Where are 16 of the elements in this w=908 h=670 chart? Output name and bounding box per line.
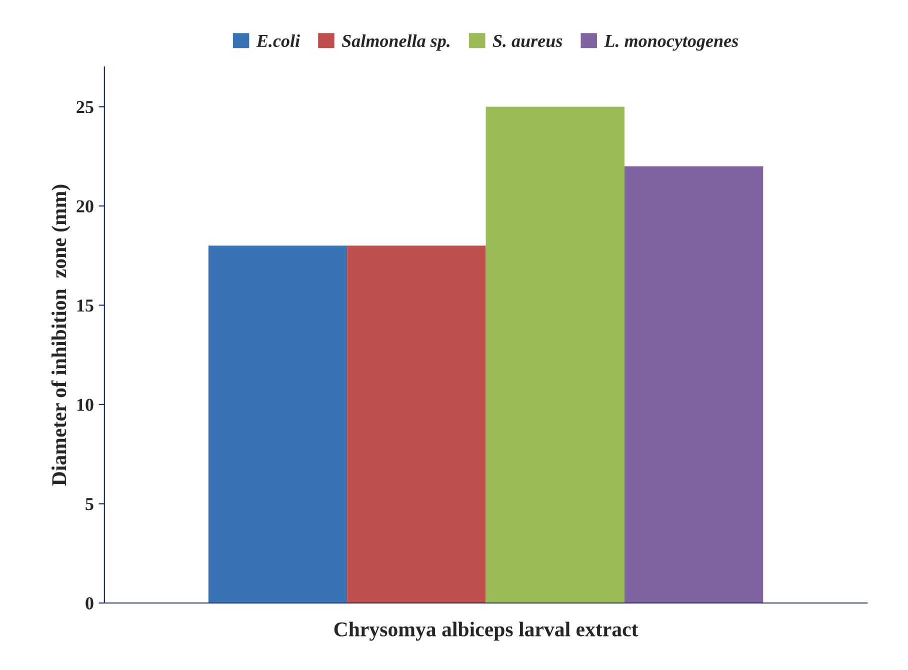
y-tick-label: 0 (86, 597, 94, 610)
legend-label: E.coli (256, 34, 300, 48)
y-tick-label: 25 (76, 101, 94, 114)
bar (208, 246, 348, 603)
legend-label: L. monocytogenes (604, 35, 738, 51)
legend-label: S. aureus (492, 34, 562, 48)
bar (486, 106, 624, 603)
x-axis-title: Chrysomya albiceps larval extract (334, 622, 638, 641)
y-axis-title: Diameter of inhibition zone (mm) (51, 184, 70, 486)
bar (624, 166, 764, 603)
bar (347, 246, 486, 603)
legend-label: Salmonella sp. (342, 34, 450, 51)
y-tick-label: 15 (77, 300, 94, 312)
y-tick-label: 5 (86, 498, 94, 510)
y-tick-label: 20 (76, 200, 94, 212)
y-tick-label: 10 (77, 398, 94, 411)
